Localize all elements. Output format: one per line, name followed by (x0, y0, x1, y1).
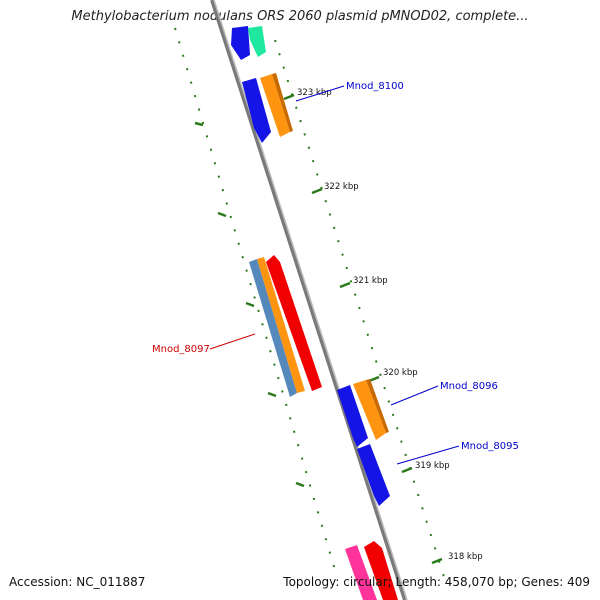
gene-arrow-orange-shade (366, 379, 389, 433)
tick-label: 321 kbp (353, 276, 388, 286)
gene-arrow-pink (345, 545, 377, 600)
gene-leader-line (390, 385, 439, 406)
gene-leader-line (295, 85, 345, 102)
gene-arrow-blue (242, 78, 271, 143)
tick-marks (194, 93, 443, 565)
tick-mark (339, 281, 351, 289)
gene-label: Mnod_8097 (152, 344, 210, 355)
gene-arrow-orange-shade (272, 73, 293, 132)
tick-label: 319 kbp (415, 461, 450, 471)
gene-label: Mnod_8095 (461, 441, 519, 452)
minor-tick (267, 391, 277, 398)
backbone-shadow (213, 0, 408, 600)
tick-label: 322 kbp (324, 182, 359, 192)
accession-text: Accession: NC_011887 (9, 575, 146, 589)
map-title: Methylobacterium nodulans ORS 2060 plasm… (71, 9, 529, 24)
tick-label: 320 kbp (383, 368, 418, 378)
gene-leader-line (209, 333, 256, 350)
tick-mark (401, 466, 413, 474)
tick-mark (368, 375, 380, 383)
gene-arrow-orange (257, 257, 305, 393)
gene-label: Mnod_8096 (440, 381, 498, 392)
gene-arrow-red (266, 255, 322, 391)
gene-arrow-teal (248, 26, 266, 57)
gene-arrow-blue (231, 26, 250, 60)
gene-leader-line (396, 445, 460, 465)
tick-label: 323 kbp (297, 88, 332, 98)
gene-arrow-orange (260, 74, 290, 137)
genome-summary: Topology: circular; Length: 458,070 bp; … (283, 575, 590, 589)
tick-mark (311, 187, 323, 195)
tick-mark (283, 93, 295, 101)
gene-arrow-steel (249, 259, 297, 397)
minor-tick (295, 481, 305, 488)
inner-dotted-ring (274, 39, 446, 581)
minor-tick (217, 211, 227, 218)
tick-label: 318 kbp (448, 552, 483, 562)
gene-arrow-red (364, 541, 398, 600)
minor-tick (245, 301, 255, 308)
gene-arrow-blue (337, 385, 368, 447)
gene-arrow-blue (357, 444, 390, 506)
backbone (210, 0, 407, 600)
gene-label: Mnod_8100 (346, 81, 404, 92)
tick-mark (431, 557, 443, 565)
minor-tick (194, 121, 204, 127)
gene-arrow-orange (353, 380, 386, 440)
